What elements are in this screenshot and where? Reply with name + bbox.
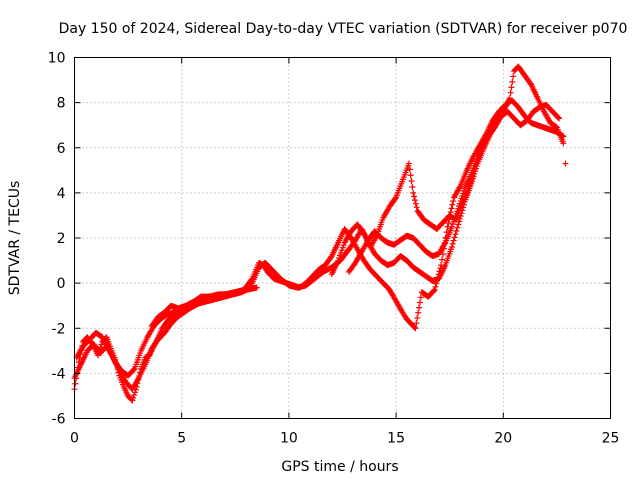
data-point xyxy=(131,392,138,399)
data-point xyxy=(510,73,517,80)
data-point xyxy=(445,220,452,227)
data-point xyxy=(432,283,439,290)
data-point xyxy=(413,204,420,211)
data-point xyxy=(129,397,136,404)
y-tick-label: -6 xyxy=(52,412,66,428)
data-point xyxy=(180,309,187,316)
y-tick-label: 8 xyxy=(57,96,66,112)
data-point xyxy=(72,380,79,387)
series-track-4 xyxy=(148,104,569,329)
data-point xyxy=(413,320,420,327)
y-tick-label: -4 xyxy=(52,366,66,382)
data-point xyxy=(451,234,458,241)
data-point xyxy=(455,221,462,228)
y-tick-label: 2 xyxy=(57,231,66,247)
data-point xyxy=(500,104,507,111)
x-axis-label: GPS time / hours xyxy=(281,459,398,475)
data-point xyxy=(555,114,562,121)
data-point xyxy=(414,314,421,321)
data-point xyxy=(416,299,423,306)
data-point xyxy=(415,309,422,316)
y-tick-labels: -6 -4 -2 0 2 4 6 8 10 xyxy=(48,51,66,428)
data-point xyxy=(409,184,416,191)
data-point xyxy=(408,178,415,185)
data-point xyxy=(506,95,513,102)
data-point xyxy=(411,193,418,200)
data-point xyxy=(454,224,461,231)
data-point xyxy=(392,195,399,202)
data-point xyxy=(405,160,412,167)
data-point xyxy=(507,89,514,96)
data-point xyxy=(453,227,460,234)
data-point xyxy=(253,284,260,291)
chart-title: Day 150 of 2024, Sidereal Day-to-day VTE… xyxy=(59,21,628,37)
axis-ticks xyxy=(74,57,611,419)
x-tick-label: 15 xyxy=(387,431,405,447)
data-point xyxy=(407,172,414,179)
y-axis-label: SDTVAR / TECUs xyxy=(7,181,23,296)
y-tick-label: 6 xyxy=(57,141,66,157)
data-point xyxy=(556,115,563,122)
x-tick-label: 10 xyxy=(280,431,298,447)
x-tick-labels: 0 5 10 15 20 25 xyxy=(70,431,619,447)
data-point xyxy=(130,394,137,401)
data-point xyxy=(450,237,457,244)
data-point xyxy=(130,366,137,373)
data-point xyxy=(411,324,418,331)
y-tick-label: 0 xyxy=(57,276,66,292)
x-tick-label: 25 xyxy=(602,431,620,447)
x-tick-label: 20 xyxy=(494,431,512,447)
y-tick-label: -2 xyxy=(52,321,66,337)
data-point xyxy=(508,84,515,91)
data-points xyxy=(71,63,569,404)
data-point xyxy=(430,287,437,294)
data-point xyxy=(560,140,567,147)
x-tick-label: 5 xyxy=(177,431,186,447)
data-point xyxy=(131,389,138,396)
y-tick-label: 10 xyxy=(48,51,66,67)
data-point xyxy=(431,286,438,293)
data-point xyxy=(416,304,423,311)
series-track-1 xyxy=(71,97,567,404)
data-point xyxy=(406,166,413,173)
data-point xyxy=(179,308,186,315)
data-point xyxy=(452,231,459,238)
data-point xyxy=(448,205,455,212)
data-point xyxy=(412,200,419,207)
y-tick-label: 4 xyxy=(57,186,66,202)
data-point xyxy=(411,197,418,204)
data-point xyxy=(417,294,424,301)
data-point xyxy=(450,198,457,205)
data-point xyxy=(449,240,456,247)
grid-lines xyxy=(74,57,611,419)
x-tick-label: 0 xyxy=(70,431,79,447)
data-point xyxy=(410,189,417,196)
data-point xyxy=(439,256,446,263)
data-point xyxy=(449,201,456,208)
data-point xyxy=(448,244,455,251)
data-point xyxy=(499,105,506,112)
data-point xyxy=(509,78,516,85)
data-point xyxy=(562,160,569,167)
data-point xyxy=(412,325,419,332)
